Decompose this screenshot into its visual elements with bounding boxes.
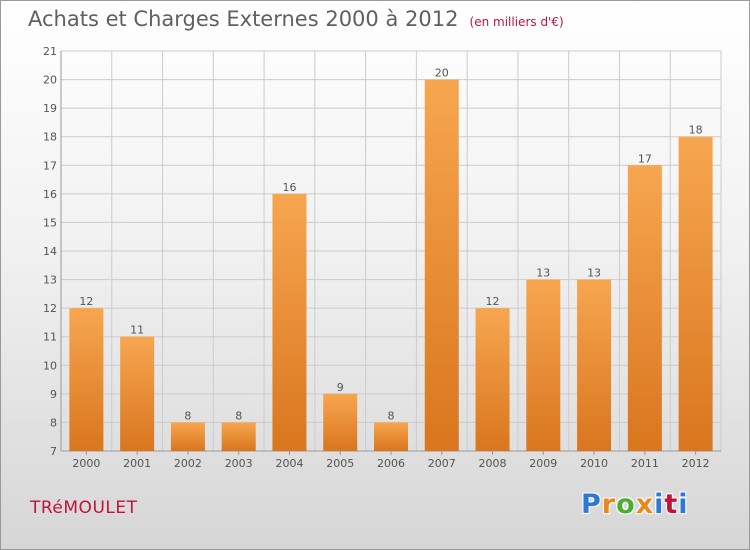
- bar-2006: [374, 422, 408, 451]
- y-tick-label: 11: [43, 331, 57, 344]
- y-tick-label: 13: [43, 274, 57, 287]
- bar-2000: [69, 308, 104, 451]
- proxiti-logo: Proxiti: [581, 489, 689, 520]
- x-tick-label-2006: 2006: [377, 457, 405, 470]
- bar-2001: [120, 336, 155, 451]
- y-tick-label: 7: [50, 445, 57, 458]
- value-label-2003: 8: [235, 409, 242, 422]
- logo-letter: x: [635, 489, 655, 520]
- value-label-2007: 20: [435, 67, 449, 80]
- y-tick-label: 14: [43, 245, 57, 258]
- y-tick-label: 19: [43, 102, 57, 115]
- value-label-2006: 8: [388, 409, 395, 422]
- y-tick-label: 18: [43, 131, 57, 144]
- x-tick-label-2003: 2003: [225, 457, 253, 470]
- x-tick-label-2007: 2007: [428, 457, 456, 470]
- y-tick-label: 17: [43, 159, 57, 172]
- chart-title: Achats et Charges Externes 2000 à 2012: [28, 7, 459, 31]
- bar-2003: [221, 422, 256, 451]
- gridlines: [60, 50, 722, 452]
- bar-2005: [323, 393, 358, 451]
- bars: [69, 79, 713, 452]
- y-tick-label: 15: [43, 216, 57, 229]
- bar-2007: [424, 79, 459, 452]
- bar-2012: [678, 136, 713, 451]
- bar-2004: [272, 193, 307, 451]
- value-label-2008: 12: [486, 295, 500, 308]
- y-tick-label: 8: [50, 416, 57, 429]
- logo-letter: i: [654, 489, 665, 520]
- value-label-2005: 9: [337, 381, 344, 394]
- logo-letter: t: [664, 489, 679, 520]
- value-label-2012: 18: [689, 124, 703, 137]
- chart-subtitle: (en milliers d'€): [469, 15, 564, 29]
- title-row: Achats et Charges Externes 2000 à 2012 (…: [28, 7, 564, 31]
- x-tick-label-2002: 2002: [174, 457, 202, 470]
- bar-2011: [627, 165, 662, 452]
- y-tick-label: 10: [43, 359, 57, 372]
- x-tick-label-2008: 2008: [479, 457, 507, 470]
- logo-letter: r: [601, 489, 617, 520]
- value-label-2009: 13: [536, 267, 550, 280]
- y-tick-label: 20: [43, 74, 57, 87]
- labels: 7 8 9 10 11 12 13 14 15 16 17 18 19 20 21 12 2000 11 2001 8…: [43, 45, 710, 470]
- commune-name: TRéMOULET: [30, 498, 138, 518]
- logo-letter: P: [581, 489, 602, 520]
- x-tick-label-2009: 2009: [529, 457, 557, 470]
- x-tick-label-2000: 2000: [72, 457, 100, 470]
- logo-letter: i: [678, 489, 689, 520]
- value-label-2002: 8: [184, 409, 191, 422]
- x-tick-label-2001: 2001: [123, 457, 151, 470]
- logo-letter: o: [616, 489, 636, 520]
- y-tick-label: 16: [43, 188, 57, 201]
- y-tick-label: 12: [43, 302, 57, 315]
- x-tick-label-2010: 2010: [580, 457, 608, 470]
- x-tick-label-2005: 2005: [326, 457, 354, 470]
- bar-2009: [526, 279, 561, 451]
- value-label-2004: 16: [282, 181, 296, 194]
- y-tick-label: 21: [43, 45, 57, 58]
- x-tick-label-2011: 2011: [631, 457, 659, 470]
- value-label-2001: 11: [130, 324, 144, 337]
- bar-2008: [475, 308, 510, 451]
- x-tick-label-2004: 2004: [275, 457, 303, 470]
- bar-2010: [577, 279, 612, 451]
- value-label-2000: 12: [79, 295, 93, 308]
- bar-2002: [170, 422, 205, 451]
- axes: [60, 51, 721, 455]
- y-tick-label: 9: [50, 388, 57, 401]
- value-label-2011: 17: [638, 152, 652, 165]
- value-label-2010: 13: [587, 267, 601, 280]
- x-tick-label-2012: 2012: [682, 457, 710, 470]
